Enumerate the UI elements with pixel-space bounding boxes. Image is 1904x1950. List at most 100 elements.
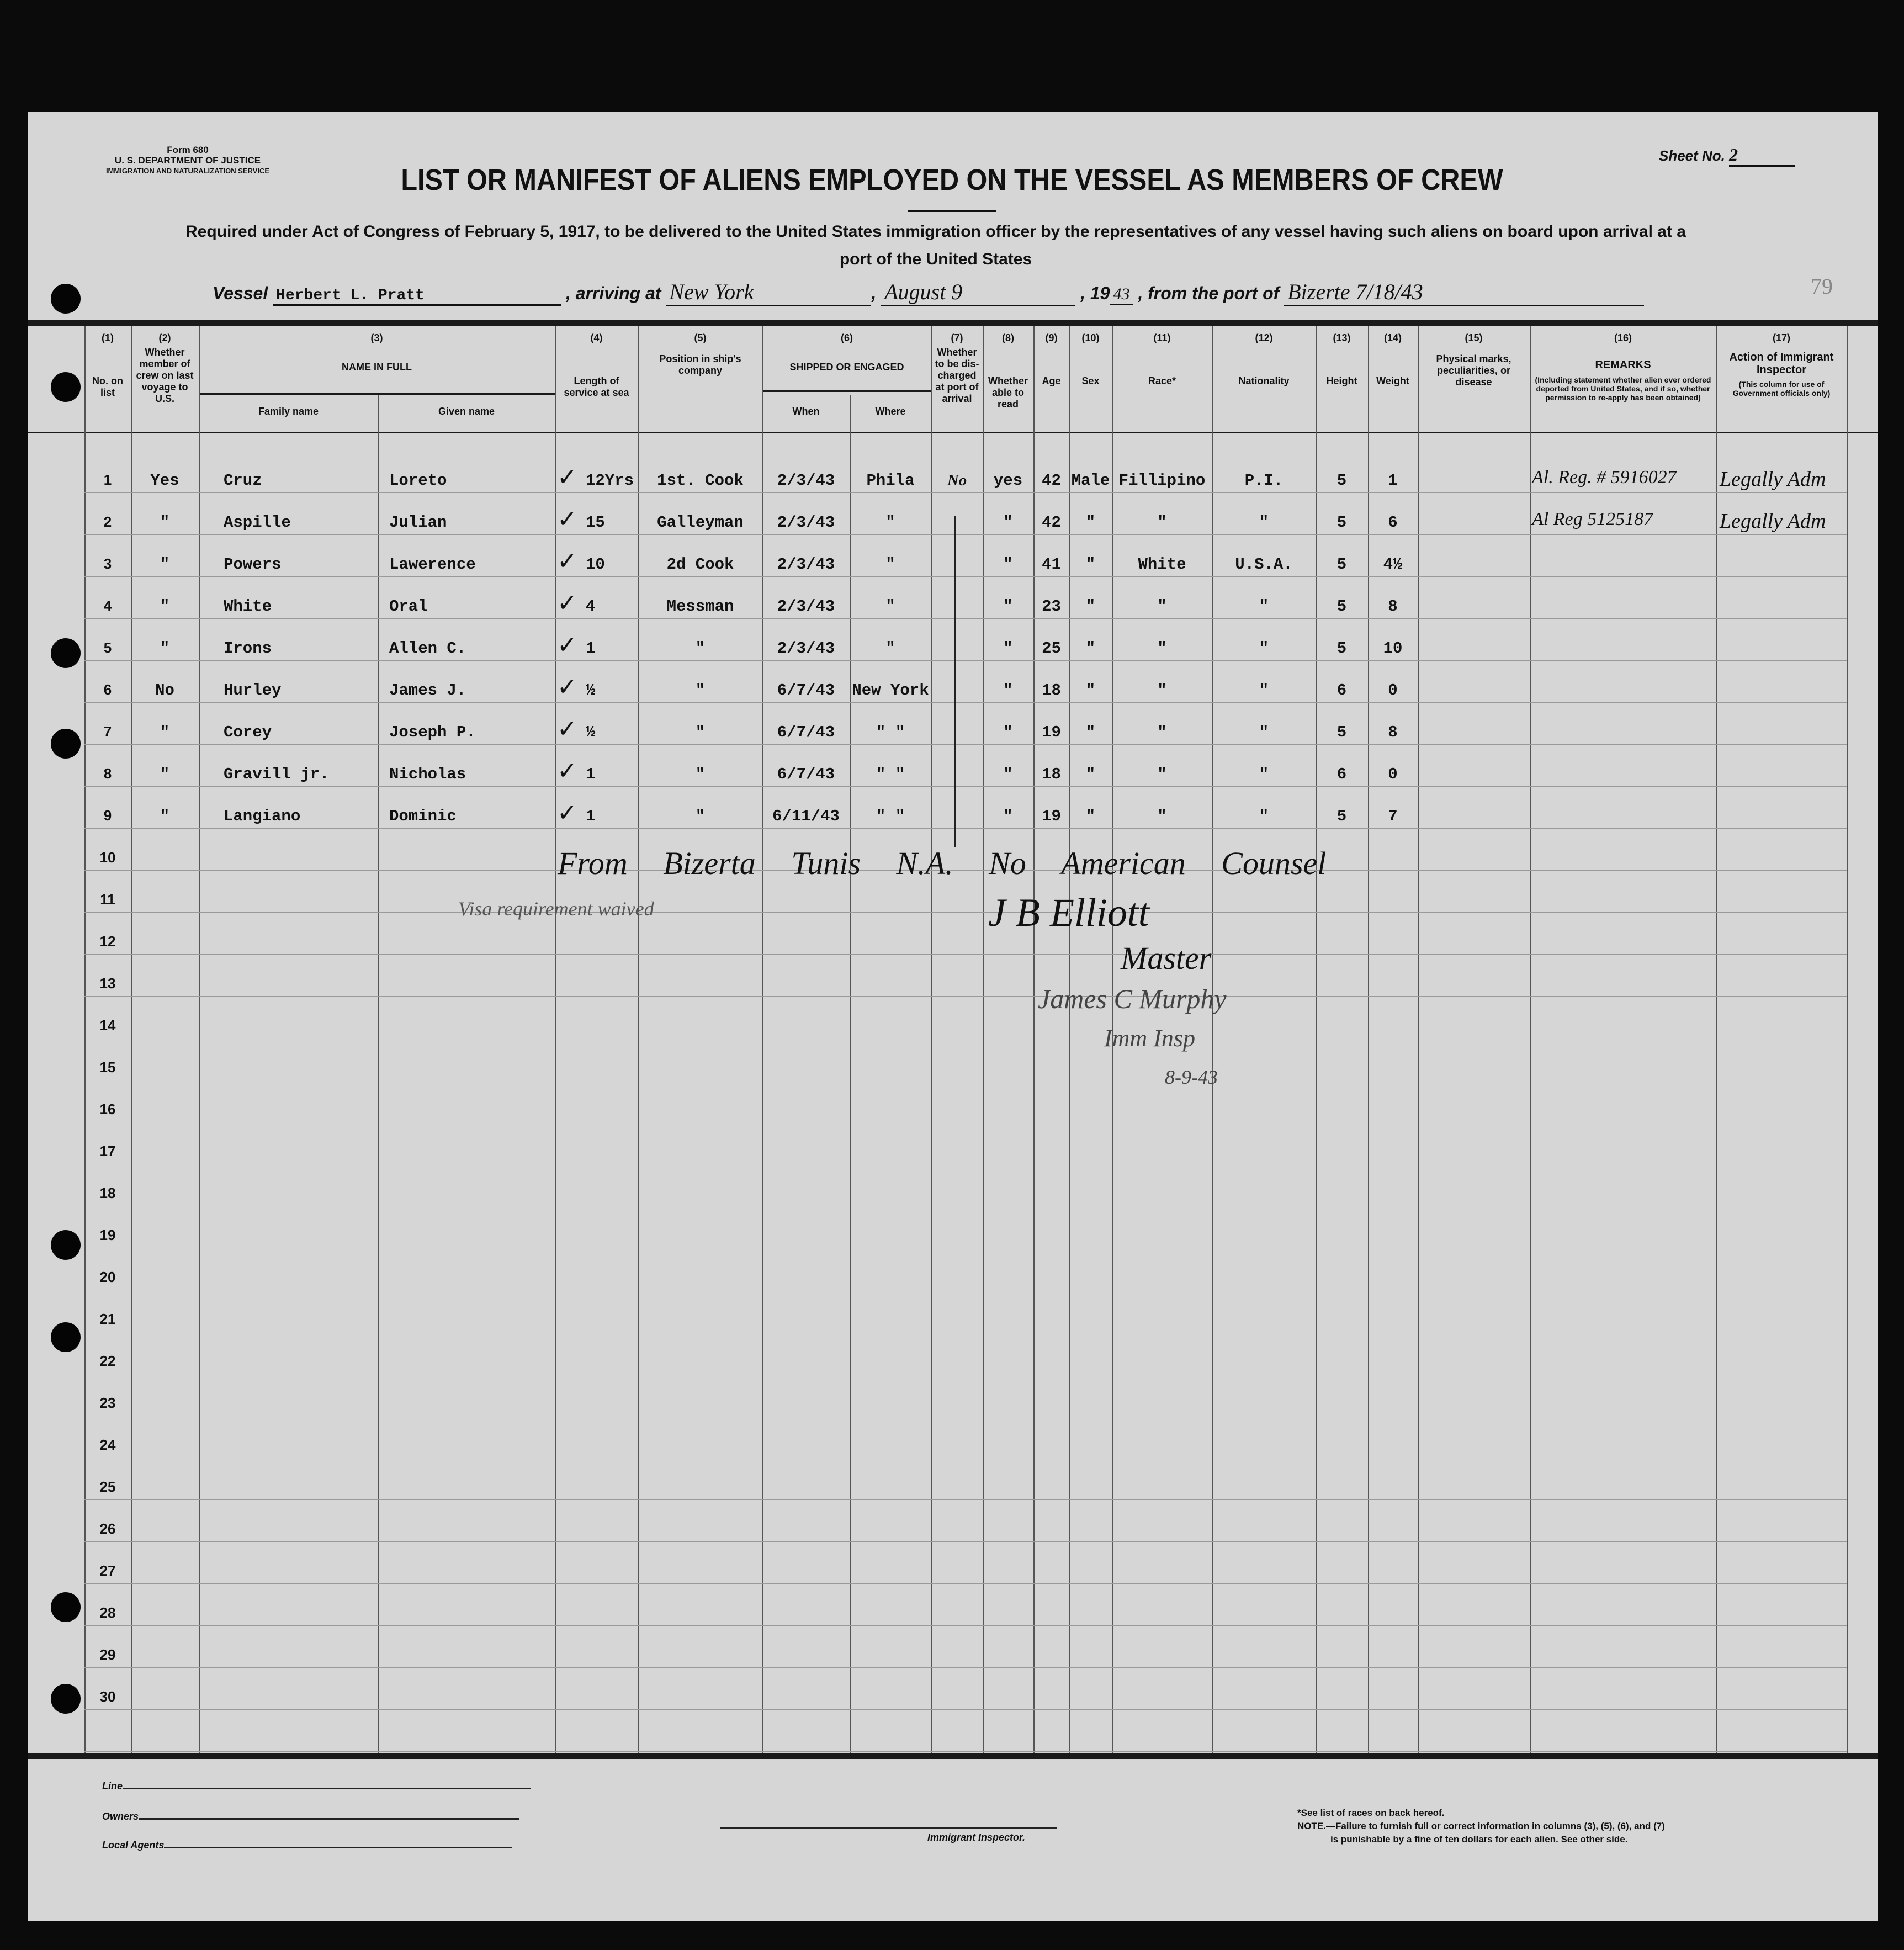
table-row: 21	[0, 1311, 1904, 1353]
column-divider	[1212, 326, 1213, 1753]
inspection-date: 8-9-43	[1165, 1066, 1218, 1088]
cell-weight: 0	[1388, 681, 1398, 700]
cell-sex: "	[1085, 807, 1096, 825]
cell-when: 6/11/43	[772, 807, 840, 825]
cell-race: "	[1157, 681, 1167, 700]
cell-when: 2/3/43	[777, 639, 835, 658]
cell-nationality: "	[1259, 597, 1269, 616]
table-row: 28	[0, 1604, 1904, 1646]
row-number: 4	[103, 597, 112, 614]
cell-sex: "	[1085, 723, 1096, 741]
cell-age: 23	[1042, 597, 1061, 616]
cell-weight: 0	[1388, 765, 1398, 783]
sheet-value: 2	[1729, 145, 1796, 167]
row-number: 3	[103, 555, 112, 572]
checkmark-icon: ✓	[557, 463, 577, 491]
column-number: (5)	[694, 332, 707, 343]
line-field: Line	[102, 1781, 532, 1792]
column-label: Race*	[1148, 375, 1176, 386]
row-divider	[84, 618, 1847, 619]
cell-weight: 4½	[1383, 555, 1403, 574]
line-blank	[123, 1788, 532, 1789]
subtitle: Required under Act of Congress of Februa…	[99, 218, 1772, 273]
table-row: 15	[0, 1059, 1904, 1101]
page-number: 79	[1811, 274, 1833, 299]
punch-hole-icon	[51, 1592, 81, 1622]
cell-where: "	[885, 639, 895, 658]
departure-port: Bizerte 7/18/43	[1284, 279, 1645, 306]
punch-hole-icon	[51, 1322, 81, 1352]
row-divider	[84, 534, 1847, 535]
vessel-label: Vessel	[213, 283, 268, 303]
row-number: 14	[99, 1017, 116, 1034]
shipped-header-rule	[762, 390, 931, 392]
cell-given: Oral	[389, 597, 428, 616]
row-divider	[84, 576, 1847, 577]
checkmark-icon: ✓	[557, 757, 577, 785]
cell-family: Langiano	[224, 807, 301, 825]
cell-read: "	[1003, 681, 1013, 700]
column-divider	[638, 326, 639, 1753]
column-number: (2)	[158, 332, 171, 343]
column-label: REMARKS	[1595, 359, 1651, 371]
column-divider	[1368, 326, 1369, 1753]
cell-service: ½	[586, 723, 596, 741]
column-sublabel: When	[792, 406, 820, 417]
punch-hole-icon	[51, 729, 81, 759]
table-row: 10	[0, 849, 1904, 891]
row-number: 1	[103, 471, 112, 488]
cell-given: Dominic	[389, 807, 457, 825]
column-number: (16)	[1614, 332, 1632, 343]
row-divider	[84, 870, 1847, 871]
cell-service: ½	[586, 681, 596, 700]
table-row: 12	[0, 933, 1904, 975]
row-number: 17	[99, 1143, 116, 1159]
cell-position: Messman	[666, 597, 734, 616]
cell-position: "	[695, 765, 706, 783]
checkmark-icon: ✓	[557, 505, 577, 533]
row-divider	[84, 912, 1847, 913]
cell-height: 5	[1336, 639, 1347, 658]
cell-service: 1	[586, 765, 596, 783]
page-title: LIST OR MANIFEST OF ALIENS EMPLOYED ON T…	[401, 163, 1503, 197]
column-note: (This column for use of Government offic…	[1732, 380, 1831, 398]
cell-nationality: P.I.	[1244, 471, 1284, 490]
penalty-note-continued: is punishable by a fine of ten dollars f…	[1330, 1834, 1628, 1845]
table-row: 29	[0, 1646, 1904, 1688]
cell-given: James J.	[389, 681, 466, 700]
cell-height: 5	[1336, 723, 1347, 741]
cell-prev: Yes	[150, 471, 179, 490]
owners-field: Owners	[102, 1811, 520, 1822]
column-number: (17)	[1772, 332, 1790, 343]
table-row: 9 " Langiano Dominic 1 ✓ " 6/11/43 " " " 19 " " " 5 7	[0, 799, 1904, 849]
row-number: 2	[103, 513, 112, 530]
master-title: Master	[1121, 940, 1212, 976]
cell-weight: 10	[1383, 639, 1403, 658]
row-divider	[84, 996, 1847, 997]
column-note: (Including statement whether alien ever …	[1535, 375, 1711, 402]
row-divider	[84, 1499, 1847, 1500]
row-divider	[84, 954, 1847, 955]
cell-race: "	[1157, 639, 1167, 658]
cell-action: Legally Adm	[1720, 510, 1826, 533]
manifest-page	[28, 112, 1878, 1921]
cell-nationality: "	[1259, 807, 1269, 825]
column-number: (11)	[1153, 332, 1171, 343]
header-bottom-border	[28, 432, 1878, 433]
column-label: Age	[1042, 375, 1061, 386]
cell-weight: 8	[1388, 597, 1398, 616]
cell-prev: "	[160, 807, 170, 825]
cell-service: 1	[586, 639, 596, 658]
subtitle-line: Required under Act of Congress of Februa…	[185, 222, 1686, 241]
column-label: Whether member of crew on last voyage to…	[136, 347, 194, 404]
punch-hole-icon	[51, 1230, 81, 1260]
table-row: 3 " Powers Lawerence 10 ✓ 2d Cook 2/3/43 " " 41 " Wh…	[0, 548, 1904, 597]
cell-height: 5	[1336, 513, 1347, 532]
row-number: 10	[99, 849, 116, 866]
cell-position: "	[695, 639, 706, 658]
column-divider	[378, 395, 379, 1753]
cell-nationality: U.S.A.	[1235, 555, 1293, 574]
column-sublabel: Given name	[438, 406, 495, 417]
cell-height: 5	[1336, 555, 1347, 574]
cell-height: 6	[1336, 765, 1347, 783]
